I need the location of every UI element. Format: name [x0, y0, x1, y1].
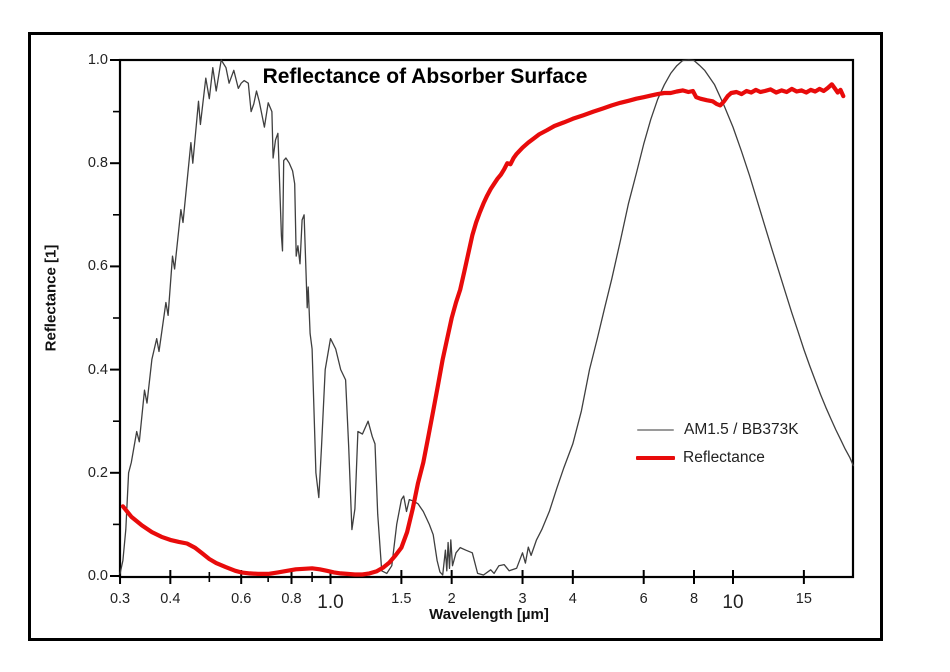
x-tick-label: 0.6: [231, 591, 252, 607]
y-tick-label: 0.4: [87, 361, 108, 378]
am15-bb373k-curve: [119, 59, 854, 576]
legend-label-am15: AM1.5 / BB373K: [684, 421, 799, 438]
x-tick-label: 6: [639, 591, 648, 607]
x-tick-label: 8: [689, 591, 699, 607]
x-tick-label: 4: [568, 591, 577, 607]
y-tick-label: 0.6: [87, 258, 108, 275]
y-tick-label: 0.0: [87, 568, 108, 584]
x-tick-label: 1.5: [391, 591, 412, 607]
y-axis-title: Reflectance [1]: [42, 244, 60, 352]
plot-box: [118, 58, 855, 579]
y-tick-label: 1.0: [87, 52, 108, 68]
reflectance-line-sample: [636, 456, 675, 460]
x-tick-label: 2: [447, 591, 456, 607]
am15-line-sample: [637, 429, 674, 431]
reflectance-curve: [120, 82, 846, 577]
x-tick-label: 1.0: [317, 592, 344, 613]
x-tick-label: 3: [518, 591, 527, 607]
x-tick-label: 10: [722, 592, 744, 613]
y-tick-label: 0.2: [87, 464, 108, 481]
chart-title: Reflectance of Absorber Surface: [262, 65, 588, 88]
y-tick-label: 0.8: [87, 155, 108, 172]
x-axis-title: Wavelength [µm]: [429, 606, 549, 623]
x-tick-label: 0.8: [281, 591, 302, 607]
x-tick-label: 0.4: [160, 591, 181, 607]
x-tick-label: 0.3: [109, 591, 131, 607]
legend-label-reflectance: Reflectance: [683, 449, 765, 466]
x-tick-label: 15: [795, 591, 812, 607]
